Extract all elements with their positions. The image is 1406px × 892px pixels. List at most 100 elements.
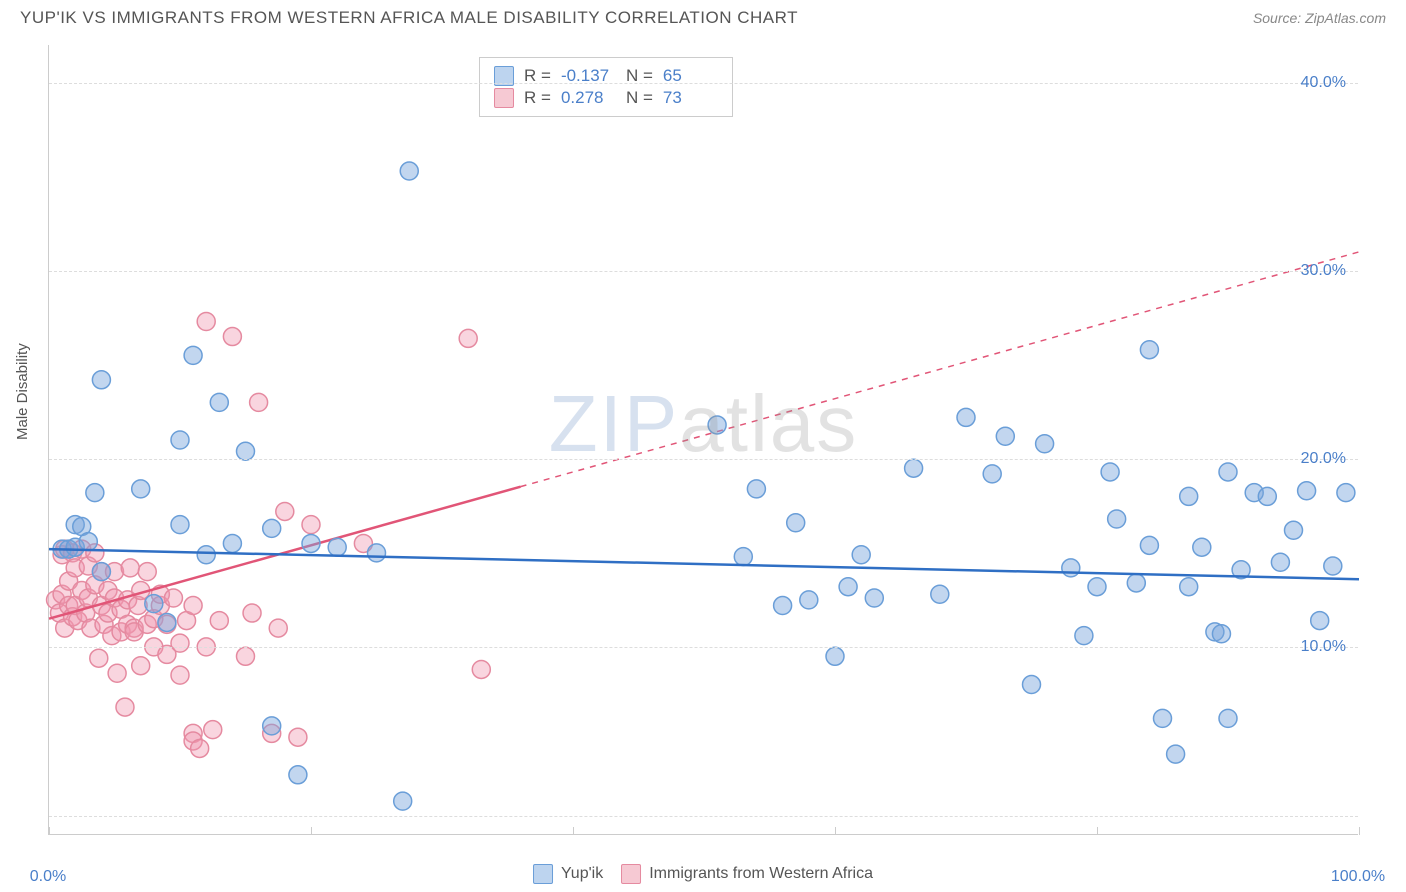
stats-swatch	[494, 88, 514, 108]
pink-point	[302, 516, 320, 534]
pink-point	[204, 721, 222, 739]
blue-point	[171, 516, 189, 534]
blue-point	[1180, 487, 1198, 505]
blue-point	[92, 563, 110, 581]
pink-point	[171, 666, 189, 684]
pink-point	[223, 328, 241, 346]
y-axis-label: Male Disability	[14, 343, 31, 440]
pink-point	[121, 559, 139, 577]
blue-point	[92, 371, 110, 389]
stats-row: R = 0.278 N = 73	[494, 88, 718, 108]
blue-point	[996, 427, 1014, 445]
x-tick-label-right: 100.0%	[1331, 868, 1385, 886]
blue-point	[1337, 484, 1355, 502]
plot-svg	[49, 45, 1358, 834]
pink-point	[116, 698, 134, 716]
x-tick	[835, 827, 836, 835]
blue-point	[734, 548, 752, 566]
stats-r-label: R =	[524, 88, 551, 108]
blue-point	[158, 613, 176, 631]
stats-n-label: N =	[626, 88, 653, 108]
blue-point	[1023, 676, 1041, 694]
chart-container: ZIPatlas R =-0.137N =65R =0.278N =73 10.…	[48, 45, 1358, 835]
x-tick	[573, 827, 574, 835]
pink-point	[197, 313, 215, 331]
blue-point	[852, 546, 870, 564]
blue-point	[839, 578, 857, 596]
blue-point	[394, 792, 412, 810]
blue-point	[184, 346, 202, 364]
blue-point	[400, 162, 418, 180]
blue-point	[368, 544, 386, 562]
blue-point	[708, 416, 726, 434]
gridline	[49, 271, 1358, 272]
y-tick-label: 10.0%	[1301, 638, 1346, 656]
x-tick	[1097, 827, 1098, 835]
blue-point	[1311, 612, 1329, 630]
x-tick	[49, 827, 50, 835]
blue-point	[1140, 341, 1158, 359]
pink-point	[132, 657, 150, 675]
legend-swatch	[533, 864, 553, 884]
blue-point	[931, 585, 949, 603]
blue-point	[1298, 482, 1316, 500]
pink-point	[250, 393, 268, 411]
blue-point	[774, 597, 792, 615]
blue-point	[865, 589, 883, 607]
pink-point	[164, 589, 182, 607]
blue-point	[1062, 559, 1080, 577]
pink-point	[138, 563, 156, 581]
blue-point	[957, 408, 975, 426]
pink-point	[243, 604, 261, 622]
blue-point	[1219, 463, 1237, 481]
legend-item: Yup'ik	[533, 864, 603, 884]
blue-point	[171, 431, 189, 449]
pink-point	[276, 502, 294, 520]
blue-point	[1285, 521, 1303, 539]
pink-point	[472, 660, 490, 678]
blue-point	[1219, 709, 1237, 727]
pink-point	[459, 329, 477, 347]
blue-point	[145, 595, 163, 613]
pink-trend-dashed	[521, 252, 1359, 487]
blue-point	[1212, 625, 1230, 643]
x-tick-label-left: 0.0%	[30, 868, 66, 886]
blue-point	[237, 442, 255, 460]
legend-label: Immigrants from Western Africa	[649, 865, 873, 883]
gridline	[49, 459, 1358, 460]
pink-point	[210, 612, 228, 630]
blue-point	[787, 514, 805, 532]
blue-point	[1036, 435, 1054, 453]
legend: Yup'ik Immigrants from Western Africa	[533, 864, 873, 884]
plot-area: ZIPatlas R =-0.137N =65R =0.278N =73 10.…	[48, 45, 1358, 835]
source-attribution: Source: ZipAtlas.com	[1253, 10, 1386, 26]
stats-r-value: 0.278	[561, 88, 616, 108]
blue-point	[1101, 463, 1119, 481]
pink-point	[108, 664, 126, 682]
pink-point	[289, 728, 307, 746]
pink-point	[171, 634, 189, 652]
y-tick-label: 40.0%	[1301, 74, 1346, 92]
x-tick	[1359, 827, 1360, 835]
legend-swatch	[621, 864, 641, 884]
blue-point	[328, 538, 346, 556]
y-tick-label: 30.0%	[1301, 262, 1346, 280]
blue-point	[1324, 557, 1342, 575]
blue-point	[983, 465, 1001, 483]
gridline	[49, 83, 1358, 84]
legend-item: Immigrants from Western Africa	[621, 864, 873, 884]
blue-point	[289, 766, 307, 784]
blue-point	[1075, 627, 1093, 645]
blue-point	[132, 480, 150, 498]
pink-point	[237, 647, 255, 665]
blue-point	[263, 717, 281, 735]
pink-point	[191, 739, 209, 757]
blue-point	[800, 591, 818, 609]
stats-n-value: 73	[663, 88, 718, 108]
blue-point	[1271, 553, 1289, 571]
gridline	[49, 816, 1358, 817]
legend-label: Yup'ik	[561, 865, 603, 883]
blue-point	[1193, 538, 1211, 556]
blue-point	[1108, 510, 1126, 528]
y-tick-label: 20.0%	[1301, 450, 1346, 468]
